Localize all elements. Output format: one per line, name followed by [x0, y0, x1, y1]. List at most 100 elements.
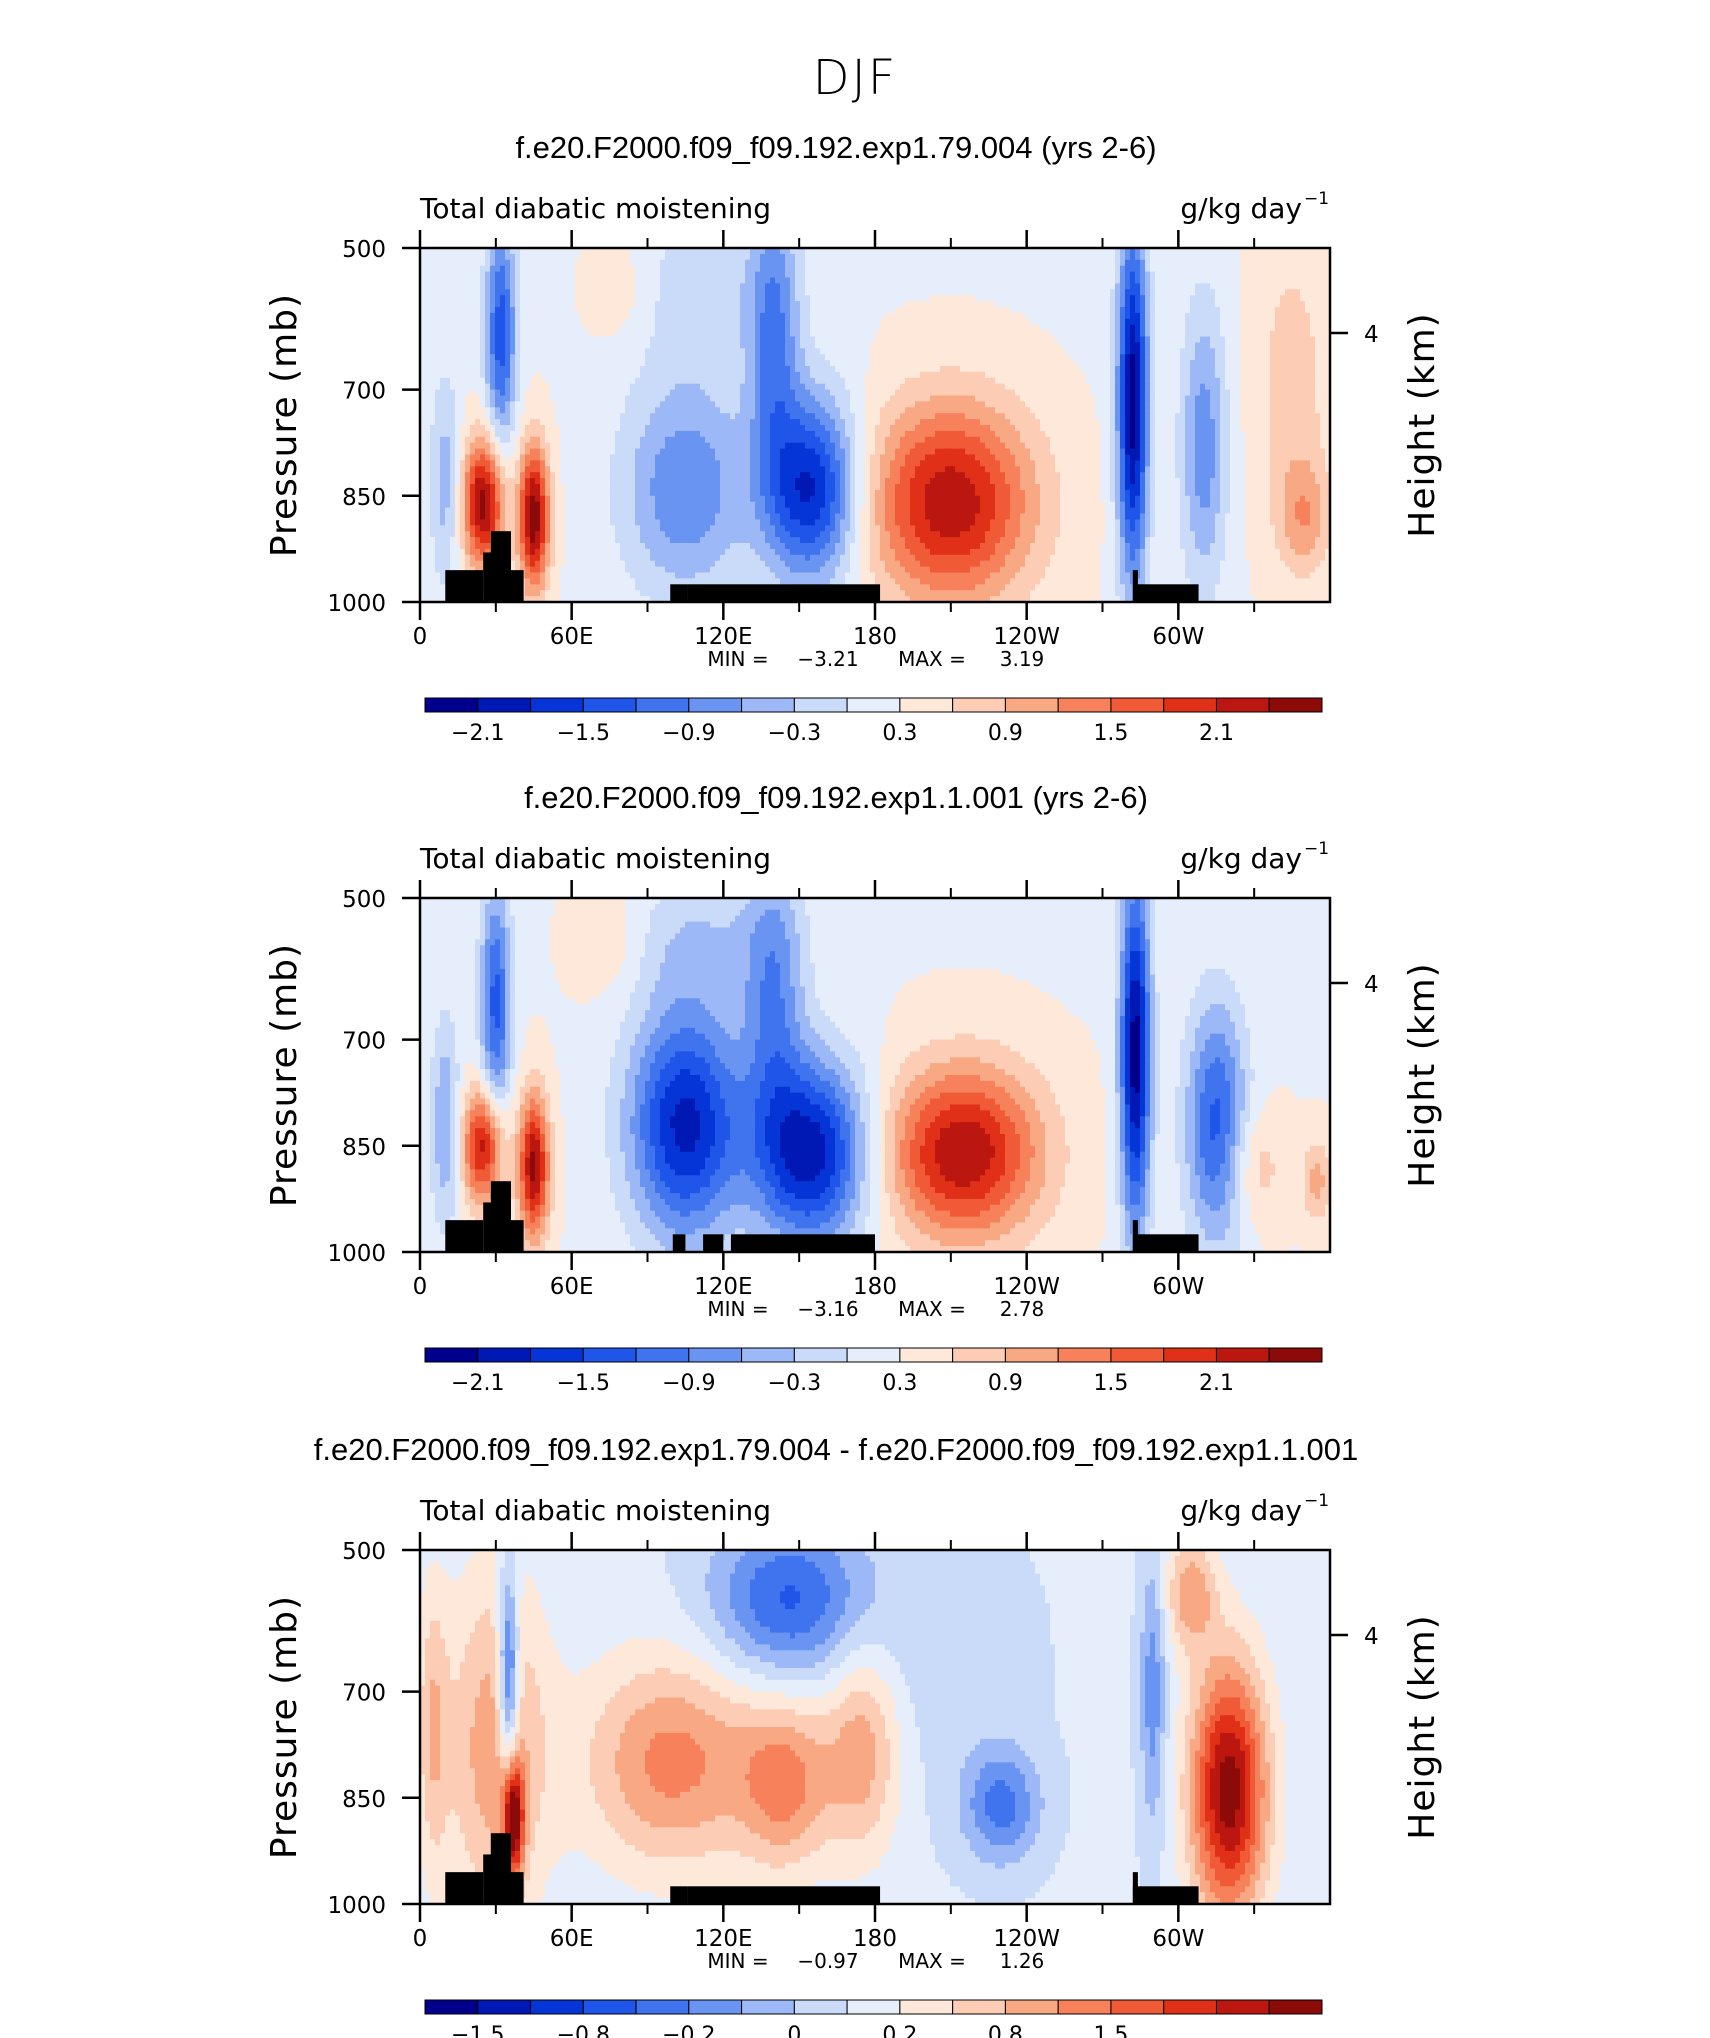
field-cell — [830, 266, 836, 273]
field-cell — [1295, 254, 1301, 261]
field-cell — [450, 254, 456, 261]
field-cell — [1110, 278, 1116, 285]
field-cell — [865, 260, 871, 267]
field-cell — [525, 283, 531, 290]
field-cell — [990, 254, 996, 261]
field-cell — [1060, 254, 1066, 261]
field-cell — [615, 272, 621, 279]
field-cell — [580, 283, 586, 290]
field-cell — [930, 266, 936, 273]
field-cell — [950, 266, 956, 273]
field-cell — [535, 278, 541, 285]
field-cell — [1150, 266, 1156, 273]
field-cell — [715, 266, 721, 273]
field-cell — [430, 278, 436, 285]
field-cell — [635, 260, 641, 267]
field-cell — [710, 266, 716, 273]
field-cell — [920, 266, 926, 273]
field-cell — [580, 278, 586, 285]
field-cell — [785, 272, 791, 279]
field-cell — [985, 272, 991, 279]
field-cell — [1170, 278, 1176, 285]
field-cell — [675, 254, 681, 261]
field-cell — [700, 266, 706, 273]
field-cell — [1140, 260, 1146, 267]
field-cell — [1225, 260, 1231, 267]
field-cell — [665, 260, 671, 267]
field-cell — [895, 272, 901, 279]
field-cell — [725, 254, 731, 261]
field-cell — [675, 278, 681, 285]
field-cell — [1070, 278, 1076, 285]
field-cell — [1245, 254, 1251, 261]
field-cell — [865, 254, 871, 261]
field-cell — [930, 278, 936, 285]
field-cell — [1155, 254, 1161, 261]
field-cell — [680, 266, 686, 273]
field-cell — [945, 272, 951, 279]
field-cell — [860, 260, 866, 267]
field-cell — [690, 254, 696, 261]
field-cell — [1025, 266, 1031, 273]
field-cell — [1285, 254, 1291, 261]
field-cell — [1180, 278, 1186, 285]
field-cell — [440, 272, 446, 279]
field-cell — [500, 278, 506, 285]
field-cell — [775, 260, 781, 267]
field-cell — [850, 266, 856, 273]
field-cell — [770, 272, 776, 279]
field-cell — [965, 278, 971, 285]
field-cell — [1105, 272, 1111, 279]
field-cell — [815, 278, 821, 285]
field-cell — [1260, 260, 1266, 267]
field-cell — [760, 278, 766, 285]
field-cell — [635, 266, 641, 273]
field-cell — [760, 272, 766, 279]
field-cell — [760, 260, 766, 267]
figure-title: DJF — [813, 50, 898, 106]
field-cell — [1235, 278, 1241, 285]
field-cell — [530, 272, 536, 279]
field-cell — [815, 260, 821, 267]
field-cell — [820, 260, 826, 267]
field-cell — [835, 272, 841, 279]
field-cell — [455, 266, 461, 273]
field-cell — [435, 266, 441, 273]
field-cell — [1055, 278, 1061, 285]
field-cell — [595, 260, 601, 267]
field-cell — [1210, 266, 1216, 273]
field-cell — [460, 266, 466, 273]
field-cell — [1140, 266, 1146, 273]
field-cell — [860, 278, 866, 285]
field-cell — [460, 283, 466, 290]
field-cell — [915, 278, 921, 285]
field-cell — [1035, 278, 1041, 285]
field-cell — [650, 272, 656, 279]
field-cell — [765, 272, 771, 279]
field-cell — [1000, 254, 1006, 261]
field-cell — [1210, 272, 1216, 279]
field-cell — [1100, 278, 1106, 285]
field-cell — [575, 278, 581, 285]
field-cell — [465, 254, 471, 261]
field-cell — [1150, 254, 1156, 261]
field-cell — [660, 266, 666, 273]
field-cell — [1085, 278, 1091, 285]
field-cell — [1030, 278, 1036, 285]
field-cell — [780, 254, 786, 261]
field-cell — [485, 254, 491, 261]
field-cell — [1065, 260, 1071, 267]
field-cell — [1130, 266, 1136, 273]
field-cell — [630, 260, 636, 267]
field-cell — [1320, 260, 1326, 267]
field-cell — [600, 278, 606, 285]
field-cell — [935, 272, 941, 279]
field-cell — [630, 278, 636, 285]
field-cell — [770, 260, 776, 267]
field-cell — [525, 254, 531, 261]
field-cell — [1050, 272, 1056, 279]
field-cell — [885, 260, 891, 267]
field-cell — [1215, 272, 1221, 279]
field-cell — [540, 260, 546, 267]
field-cell — [1135, 278, 1141, 285]
